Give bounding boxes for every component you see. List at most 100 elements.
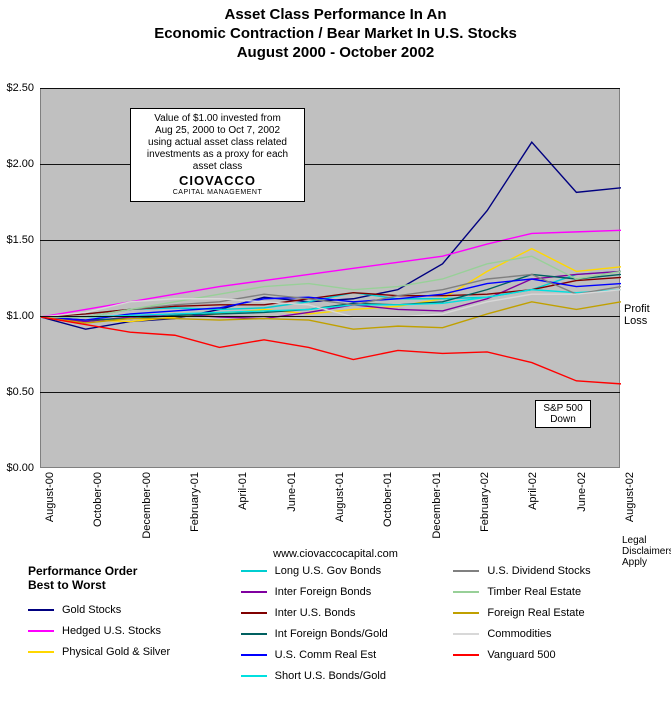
legend-swatch	[28, 609, 54, 611]
legend-item: Foreign Real Estate	[453, 607, 648, 619]
sp500-line1: S&P 500	[540, 403, 586, 414]
sp500-line2: Down	[540, 414, 586, 425]
legend-swatch	[241, 654, 267, 656]
legend-label: U.S. Dividend Stocks	[487, 565, 590, 577]
x-tick-label: October-01	[382, 472, 394, 527]
title-line: Asset Class Performance In An	[0, 6, 671, 25]
legend-swatch	[241, 591, 267, 593]
series-line	[41, 317, 621, 384]
x-tick-label: August-02	[624, 472, 636, 522]
x-tick-label: June-01	[286, 472, 298, 512]
x-tick-label: February-01	[189, 472, 201, 532]
legend-label: Commodities	[487, 628, 551, 640]
legend-swatch	[453, 612, 479, 614]
y-tick-label: $2.00	[6, 158, 34, 170]
legend-label: Gold Stocks	[62, 604, 121, 616]
legend-title: Performance Order Best to Worst	[28, 565, 223, 593]
footer-url: www.ciovaccocapital.com	[0, 548, 671, 560]
legend-label: Int Foreign Bonds/Gold	[275, 628, 388, 640]
legend-swatch	[241, 675, 267, 677]
legend: Performance Order Best to Worst Gold Sto…	[28, 565, 648, 682]
plot-background	[40, 88, 620, 468]
y-tick-label: $1.00	[6, 310, 34, 322]
legend-swatch	[453, 570, 479, 572]
legend-label: U.S. Comm Real Est	[275, 649, 376, 661]
series-line	[41, 256, 621, 317]
chart-container: Asset Class Performance In AnEconomic Co…	[0, 0, 671, 708]
annotation-box: Value of $1.00 invested fromAug 25, 2000…	[130, 108, 305, 202]
legend-swatch	[28, 651, 54, 653]
legend-swatch	[453, 654, 479, 656]
legend-item: U.S. Dividend Stocks	[453, 565, 648, 577]
legend-item: Vanguard 500	[453, 649, 648, 661]
chart-plot-area: $0.00$0.50$1.00$1.50$2.00$2.50 August-00…	[40, 88, 620, 468]
x-tick-label: April-01	[237, 472, 249, 510]
legend-label: Physical Gold & Silver	[62, 646, 170, 658]
y-tick-label: $0.50	[6, 386, 34, 398]
disclaimer-line: Legal	[622, 535, 671, 546]
profit-loss-label: Profit Loss	[624, 303, 650, 327]
brand-name: CIOVACCO	[137, 173, 298, 189]
x-tick-label: February-02	[479, 472, 491, 532]
gridline	[40, 392, 620, 393]
legend-column: U.S. Dividend Stocks Timber Real Estate Fo…	[453, 565, 648, 682]
x-tick-label: June-02	[576, 472, 588, 512]
annotation-text: Value of $1.00 invested fromAug 25, 2000…	[137, 113, 298, 173]
annotation-line: Value of $1.00 invested from	[137, 113, 298, 125]
series-line	[41, 279, 621, 320]
x-tick-label: August-00	[44, 472, 56, 522]
legend-swatch	[241, 633, 267, 635]
sp500-label: S&P 500 Down	[535, 400, 591, 428]
annotation-line: using actual asset class related	[137, 137, 298, 149]
brand-subtitle: CAPITAL MANAGEMENT	[137, 189, 298, 197]
gridline	[40, 164, 620, 165]
x-tick-label: August-01	[334, 472, 346, 522]
gridline	[40, 240, 620, 241]
legend-item: Hedged U.S. Stocks	[28, 625, 223, 637]
disclaimer-line: Disclaimers	[622, 546, 671, 557]
y-tick-label: $0.00	[6, 462, 34, 474]
chart-title: Asset Class Performance In AnEconomic Co…	[0, 0, 671, 62]
x-tick-label: April-02	[527, 472, 539, 510]
legend-swatch	[453, 591, 479, 593]
legend-label: Foreign Real Estate	[487, 607, 584, 619]
x-tick-label: December-01	[431, 472, 443, 539]
y-tick-label: $1.50	[6, 234, 34, 246]
title-line: August 2000 - October 2002	[0, 44, 671, 63]
legend-item: Inter U.S. Bonds	[241, 607, 436, 619]
loss-label: Loss	[624, 315, 650, 327]
legend-item: Short U.S. Bonds/Gold	[241, 670, 436, 682]
legend-label: Inter Foreign Bonds	[275, 586, 372, 598]
legend-column: Long U.S. Gov Bonds Inter Foreign Bonds In…	[241, 565, 436, 682]
legend-item: Inter Foreign Bonds	[241, 586, 436, 598]
annotation-line: Aug 25, 2000 to Oct 7, 2002	[137, 125, 298, 137]
legal-disclaimer: Legal Disclaimers Apply	[622, 535, 671, 568]
legend-item: U.S. Comm Real Est	[241, 649, 436, 661]
legend-swatch	[241, 612, 267, 614]
legend-item: Long U.S. Gov Bonds	[241, 565, 436, 577]
profit-label: Profit	[624, 303, 650, 315]
gridline	[40, 88, 620, 89]
legend-item: Int Foreign Bonds/Gold	[241, 628, 436, 640]
series-line	[41, 290, 621, 317]
title-line: Economic Contraction / Bear Market In U.…	[0, 25, 671, 44]
legend-column: Performance Order Best to Worst Gold Sto…	[28, 565, 223, 682]
legend-label: Short U.S. Bonds/Gold	[275, 670, 386, 682]
legend-label: Vanguard 500	[487, 649, 555, 661]
y-tick-label: $2.50	[6, 82, 34, 94]
legend-label: Timber Real Estate	[487, 586, 581, 598]
legend-item: Commodities	[453, 628, 648, 640]
gridline	[40, 316, 620, 317]
legend-item: Physical Gold & Silver	[28, 646, 223, 658]
legend-item: Timber Real Estate	[453, 586, 648, 598]
legend-swatch	[241, 570, 267, 572]
x-tick-label: October-00	[92, 472, 104, 527]
legend-title-line: Performance Order	[28, 565, 223, 579]
legend-label: Long U.S. Gov Bonds	[275, 565, 381, 577]
legend-item: Gold Stocks	[28, 604, 223, 616]
x-tick-label: December-00	[141, 472, 153, 539]
annotation-line: investments as a proxy for each	[137, 149, 298, 161]
legend-swatch	[28, 630, 54, 632]
series-line	[41, 230, 621, 317]
legend-title-line: Best to Worst	[28, 579, 223, 593]
